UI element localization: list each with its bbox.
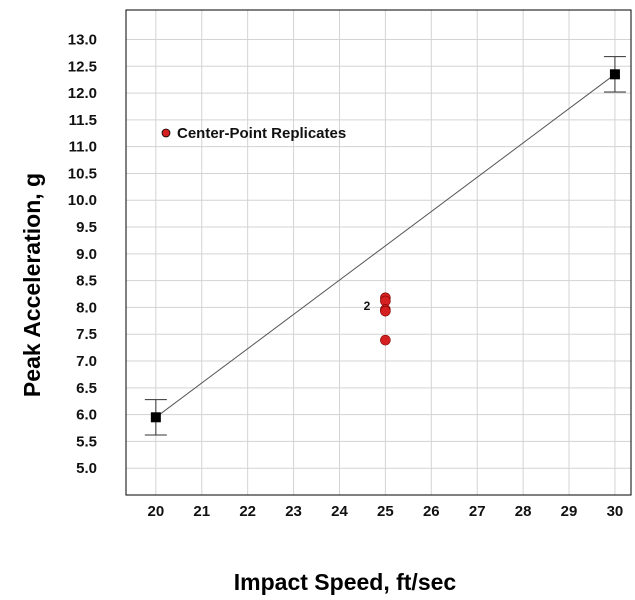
x-tick-label: 26 — [423, 503, 440, 520]
legend-marker-center-point-replicates — [161, 128, 171, 138]
y-tick-label: 12.5 — [68, 58, 97, 75]
x-tick-label: 24 — [331, 503, 348, 520]
y-tick-label: 7.5 — [76, 326, 97, 343]
fit-line-layer — [155, 73, 616, 418]
grid — [126, 10, 631, 495]
y-tick-label: 5.5 — [76, 433, 97, 450]
square-point — [609, 69, 620, 80]
x-tick-label: 29 — [561, 503, 578, 520]
y-tick-label: 9.0 — [76, 246, 97, 263]
y-tick-label: 8.5 — [76, 273, 97, 290]
replicate-point — [380, 305, 391, 317]
x-tick-label: 25 — [377, 503, 394, 520]
data-marks: 2 — [144, 56, 626, 436]
y-tick-label: 6.0 — [76, 407, 97, 424]
y-tick-label: 12.0 — [68, 85, 97, 102]
x-tick-label: 21 — [193, 503, 210, 520]
replicate-point — [380, 334, 391, 346]
legend: Center-Point Replicates — [161, 125, 346, 142]
x-tick-label: 22 — [239, 503, 256, 520]
y-axis-title: Peak Acceleration, g — [19, 173, 45, 397]
y-tick-label: 6.5 — [76, 380, 97, 397]
x-axis-title: Impact Speed, ft/sec — [234, 569, 457, 595]
y-tick-label: 5.0 — [76, 460, 97, 477]
y-tick-label: 8.0 — [76, 299, 97, 316]
legend-label: Center-Point Replicates — [177, 125, 346, 142]
y-tick-label: 10.0 — [68, 192, 97, 209]
square-point — [150, 412, 161, 423]
y-tick-label: 7.0 — [76, 353, 97, 370]
x-tick-label: 28 — [515, 503, 532, 520]
y-tick-label: 9.5 — [76, 219, 97, 236]
plot-frame — [125, 9, 632, 496]
x-tick-label: 23 — [285, 503, 302, 520]
y-tick-label: 13.0 — [68, 31, 97, 48]
replicate-count-label: 2 — [364, 299, 371, 313]
x-tick-label: 20 — [147, 503, 164, 520]
fit-line — [155, 73, 616, 418]
y-tick-label: 11.0 — [69, 139, 97, 156]
tick-labels: 20 21 22 23 24 25 26 27 28 29 30 5.0 5.5 6.0 6.5 7.0 7.5… — [68, 31, 623, 520]
x-tick-label: 27 — [469, 503, 486, 520]
x-tick-label: 30 — [607, 503, 624, 520]
y-tick-label: 11.5 — [69, 112, 97, 129]
y-tick-label: 10.5 — [68, 165, 97, 182]
